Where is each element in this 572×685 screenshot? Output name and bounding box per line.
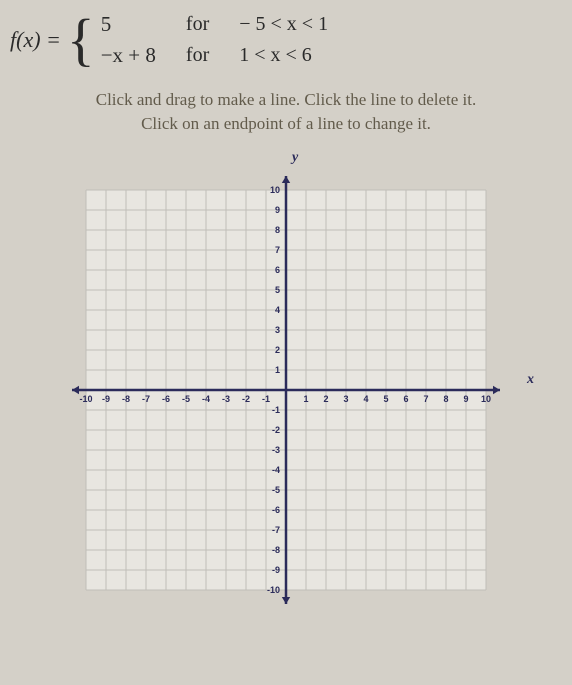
svg-text:6: 6 <box>403 394 408 404</box>
svg-text:-3: -3 <box>272 445 280 455</box>
svg-text:9: 9 <box>463 394 468 404</box>
piecewise-brace: { <box>67 17 95 63</box>
case1-expression: 5 <box>101 12 156 37</box>
case1-for: for <box>186 13 209 36</box>
instructions-line1: Click and drag to make a line. Click the… <box>30 88 542 112</box>
svg-text:-10: -10 <box>267 585 280 595</box>
function-definition: f(x) = { 5 for − 5 < x < 1 −x + 8 for 1 … <box>0 0 572 88</box>
case2-expression: −x + 8 <box>101 43 156 68</box>
svg-text:-10: -10 <box>79 394 92 404</box>
y-axis-label: y <box>292 150 298 166</box>
svg-text:1: 1 <box>275 365 280 375</box>
svg-text:-5: -5 <box>272 485 280 495</box>
instructions-line2: Click on an endpoint of a line to change… <box>30 112 542 136</box>
svg-text:5: 5 <box>275 285 280 295</box>
svg-text:-7: -7 <box>142 394 150 404</box>
svg-text:-8: -8 <box>122 394 130 404</box>
svg-text:1: 1 <box>303 394 308 404</box>
case1-condition: − 5 < x < 1 <box>239 13 328 36</box>
svg-text:-4: -4 <box>272 465 280 475</box>
svg-text:-5: -5 <box>182 394 190 404</box>
svg-text:6: 6 <box>275 265 280 275</box>
svg-text:7: 7 <box>423 394 428 404</box>
svg-text:8: 8 <box>275 225 280 235</box>
svg-text:7: 7 <box>275 245 280 255</box>
svg-text:-1: -1 <box>262 394 270 404</box>
svg-text:-7: -7 <box>272 525 280 535</box>
svg-text:9: 9 <box>275 205 280 215</box>
svg-text:-2: -2 <box>242 394 250 404</box>
coordinate-plane[interactable]: -10 -9 -8 -7 -6 -5 -4 -3 -2 -1 1 2 3 4 5 6 7 8 9 10 -10 -9 -8 -… <box>46 150 526 630</box>
instructions-block: Click and drag to make a line. Click the… <box>0 88 572 150</box>
svg-text:-8: -8 <box>272 545 280 555</box>
svg-text:-1: -1 <box>272 405 280 415</box>
svg-text:4: 4 <box>275 305 280 315</box>
svg-text:2: 2 <box>323 394 328 404</box>
svg-text:10: 10 <box>270 185 280 195</box>
x-axis-label: x <box>527 372 534 388</box>
svg-text:8: 8 <box>443 394 448 404</box>
svg-text:-4: -4 <box>202 394 210 404</box>
case2-condition: 1 < x < 6 <box>239 44 328 67</box>
case2-for: for <box>186 44 209 67</box>
svg-text:-9: -9 <box>102 394 110 404</box>
svg-text:-6: -6 <box>272 505 280 515</box>
svg-text:-3: -3 <box>222 394 230 404</box>
svg-text:-2: -2 <box>272 425 280 435</box>
svg-text:2: 2 <box>275 345 280 355</box>
svg-text:10: 10 <box>481 394 491 404</box>
svg-text:-6: -6 <box>162 394 170 404</box>
piecewise-cases: 5 for − 5 < x < 1 −x + 8 for 1 < x < 6 <box>101 12 328 68</box>
svg-text:-9: -9 <box>272 565 280 575</box>
svg-text:3: 3 <box>343 394 348 404</box>
svg-text:3: 3 <box>275 325 280 335</box>
svg-text:5: 5 <box>383 394 388 404</box>
svg-text:4: 4 <box>363 394 368 404</box>
graph-area[interactable]: y x -10-9-8-7-6-5-4-3-2-112345678910-10-… <box>46 150 526 630</box>
function-lhs: f(x) = <box>10 27 61 53</box>
